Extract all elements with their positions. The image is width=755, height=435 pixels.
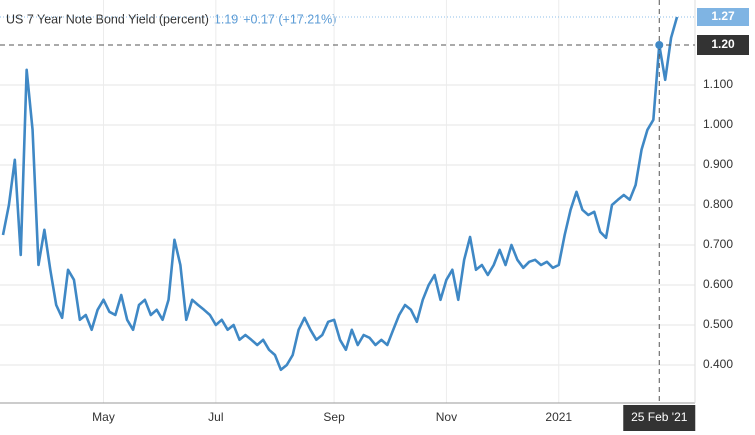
x-tick-label: 2021 [545,410,572,424]
y-tick-label: 0.400 [703,357,733,371]
crosshair-point [655,41,664,49]
change: +0.17 (+17.21%) [243,12,336,26]
y-tick-label: 0.700 [703,237,733,251]
price: 1.19 [214,12,238,26]
crosshair-value-box [697,35,749,55]
series-line [1,16,679,372]
y-tick-label: 1.000 [703,117,733,131]
crosshair-value-label: 1.20 [711,37,735,51]
x-tick-label: Jul [208,410,223,424]
y-tick-label: 0.800 [703,197,733,211]
last-value-label: 1.27 [711,9,735,23]
crosshair-date-label: 25 Feb '21 [631,410,688,424]
y-tick-label: 1.100 [703,77,733,91]
crosshair-date-box [623,405,696,431]
y-tick-label: 0.900 [703,157,733,171]
y-tick-label: 0.600 [703,277,733,291]
last-value-box [697,8,749,26]
x-tick-label: May [92,410,115,424]
chart-title: US 7 Year Note Bond Yield (percent) [6,12,209,26]
x-tick-label: Nov [436,410,457,424]
x-tick-label: Sep [323,410,345,424]
y-tick-label: 0.500 [703,317,733,331]
